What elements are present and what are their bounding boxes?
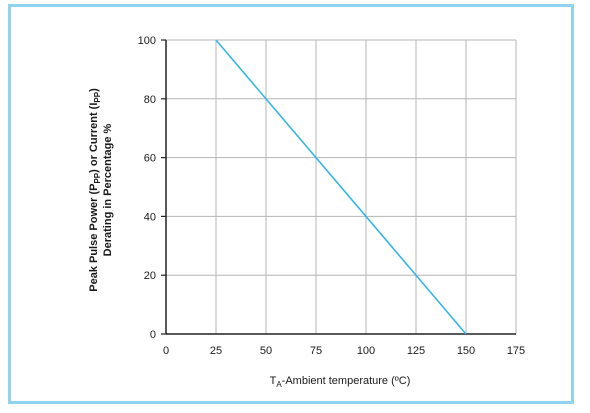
y-axis-title-part-b: ) or Current (I [88, 103, 100, 173]
x-axis-title-sub: A [276, 380, 282, 389]
y-tick-labels: 0 20 40 60 80 100 [138, 35, 156, 341]
y-tick-label-2: 40 [144, 211, 156, 223]
series-layer [215, 39, 467, 335]
y-axis-title-part-a: Peak Pulse Power (P [88, 184, 100, 292]
x-tick-label-1: 25 [210, 345, 222, 357]
axes-layer [161, 39, 516, 335]
grid-layer [166, 39, 517, 334]
derating-line-0 [215, 39, 467, 335]
x-tick-label-7: 175 [507, 345, 525, 357]
y-tick-label-3: 60 [144, 153, 156, 165]
x-tick-labels: 0 25 50 75 100 125 150 175 [163, 345, 525, 357]
x-tick-label-3: 75 [310, 345, 322, 357]
x-axis-title-rest: -Ambient temperature (ºC) [282, 375, 411, 387]
y-tick-label-4: 80 [144, 94, 156, 106]
chart-frame [8, 4, 574, 404]
x-axis-title: TA-Ambient temperature (ºC) [270, 375, 411, 389]
x-tick-label-0: 0 [163, 345, 169, 357]
y-axis-title-part-c: ) [88, 88, 100, 92]
y-axis-title-line1: Peak Pulse Power (PPP) or Current (IPP) [88, 88, 102, 292]
y-axis-title-line2: Derating in Percentage % [102, 123, 114, 256]
x-tick-label-4: 100 [357, 345, 375, 357]
x-axis-title-main: T [270, 375, 277, 387]
y-axis-title-sub-b: PP [93, 91, 102, 102]
y-axis-title-sub-a: PP [93, 172, 102, 183]
x-tick-label-2: 50 [260, 345, 272, 357]
x-tick-label-5: 125 [407, 345, 425, 357]
x-tick-label-6: 150 [457, 345, 475, 357]
y-tick-label-5: 100 [138, 35, 156, 47]
y-tick-label-0: 0 [150, 329, 156, 341]
y-tick-label-1: 20 [144, 270, 156, 282]
